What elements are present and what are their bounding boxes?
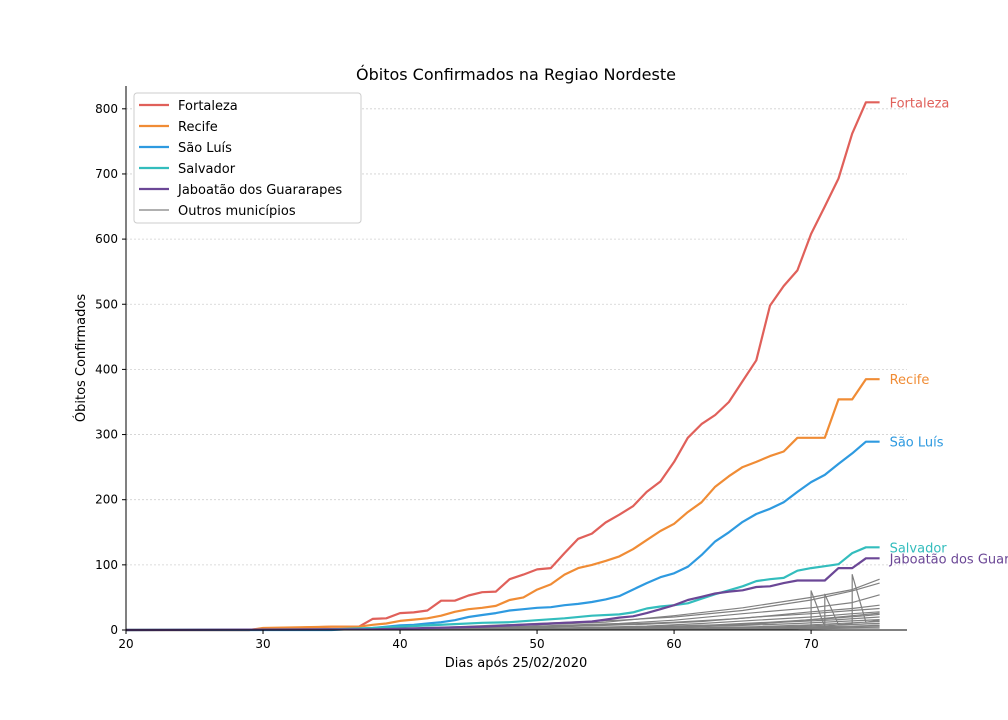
y-tick-label-0: 0 bbox=[110, 623, 118, 637]
y-tick-label-4: 400 bbox=[95, 362, 118, 376]
series-line-1 bbox=[126, 378, 880, 632]
end-label-4: Jaboatão dos Guararapes bbox=[889, 552, 1008, 567]
y-ticks: 0 100 200 300 400 500 600 700 800 bbox=[95, 102, 126, 637]
x-axis-title: Dias após 25/02/2020 bbox=[445, 656, 588, 671]
series-line-21 bbox=[125, 612, 880, 631]
legend-label-4: Jaboatão dos Guararapes bbox=[177, 183, 342, 198]
legend-label-1: Recife bbox=[178, 120, 218, 135]
end-label-1: Recife bbox=[890, 373, 930, 388]
y-tick-label-8: 800 bbox=[95, 102, 118, 116]
others-series-group bbox=[125, 574, 880, 631]
legend-label-0: Fortaleza bbox=[178, 99, 238, 114]
x-ticks: 20 30 40 50 60 70 bbox=[118, 630, 819, 651]
x-tick-label-4: 60 bbox=[666, 637, 681, 651]
y-axis-title: Óbitos Confirmados bbox=[73, 294, 89, 422]
legend-box bbox=[133, 92, 362, 224]
x-tick-label-1: 30 bbox=[255, 637, 270, 651]
y-tick-label-3: 300 bbox=[95, 428, 118, 442]
y-tick-label-7: 700 bbox=[95, 167, 118, 181]
end-labels: Fortaleza Recife São Luís SalvadorJaboatão … bbox=[889, 96, 1008, 567]
end-label-3: Salvador bbox=[890, 541, 948, 556]
series-line-0 bbox=[126, 101, 880, 632]
y-tick-label-6: 600 bbox=[95, 232, 118, 246]
x-tick-label-0: 20 bbox=[118, 637, 133, 651]
series-line-20 bbox=[125, 574, 880, 631]
x-tick-label-5: 70 bbox=[803, 637, 818, 651]
series-line-2 bbox=[126, 440, 880, 632]
y-tick-label-1: 100 bbox=[95, 558, 118, 572]
main-series-group bbox=[125, 101, 880, 632]
legend: Fortaleza Recife São Luís Salvador Jaboatão … bbox=[133, 92, 362, 224]
series-line-4 bbox=[125, 557, 880, 632]
legend-label-5: Outros municípios bbox=[178, 204, 296, 219]
end-label-2: São Luís bbox=[890, 436, 944, 451]
legend-label-2: São Luís bbox=[178, 141, 232, 156]
series-line-3 bbox=[125, 546, 880, 632]
chart-title: Óbitos Confirmados na Regiao Nordeste bbox=[356, 65, 676, 84]
end-label-0: Fortaleza bbox=[890, 96, 950, 111]
axes bbox=[125, 86, 907, 631]
legend-label-3: Salvador bbox=[178, 162, 236, 177]
x-tick-label-2: 40 bbox=[392, 637, 407, 651]
y-tick-label-5: 500 bbox=[95, 297, 118, 311]
x-tick-label-3: 50 bbox=[529, 637, 544, 651]
y-tick-label-2: 200 bbox=[95, 493, 118, 507]
